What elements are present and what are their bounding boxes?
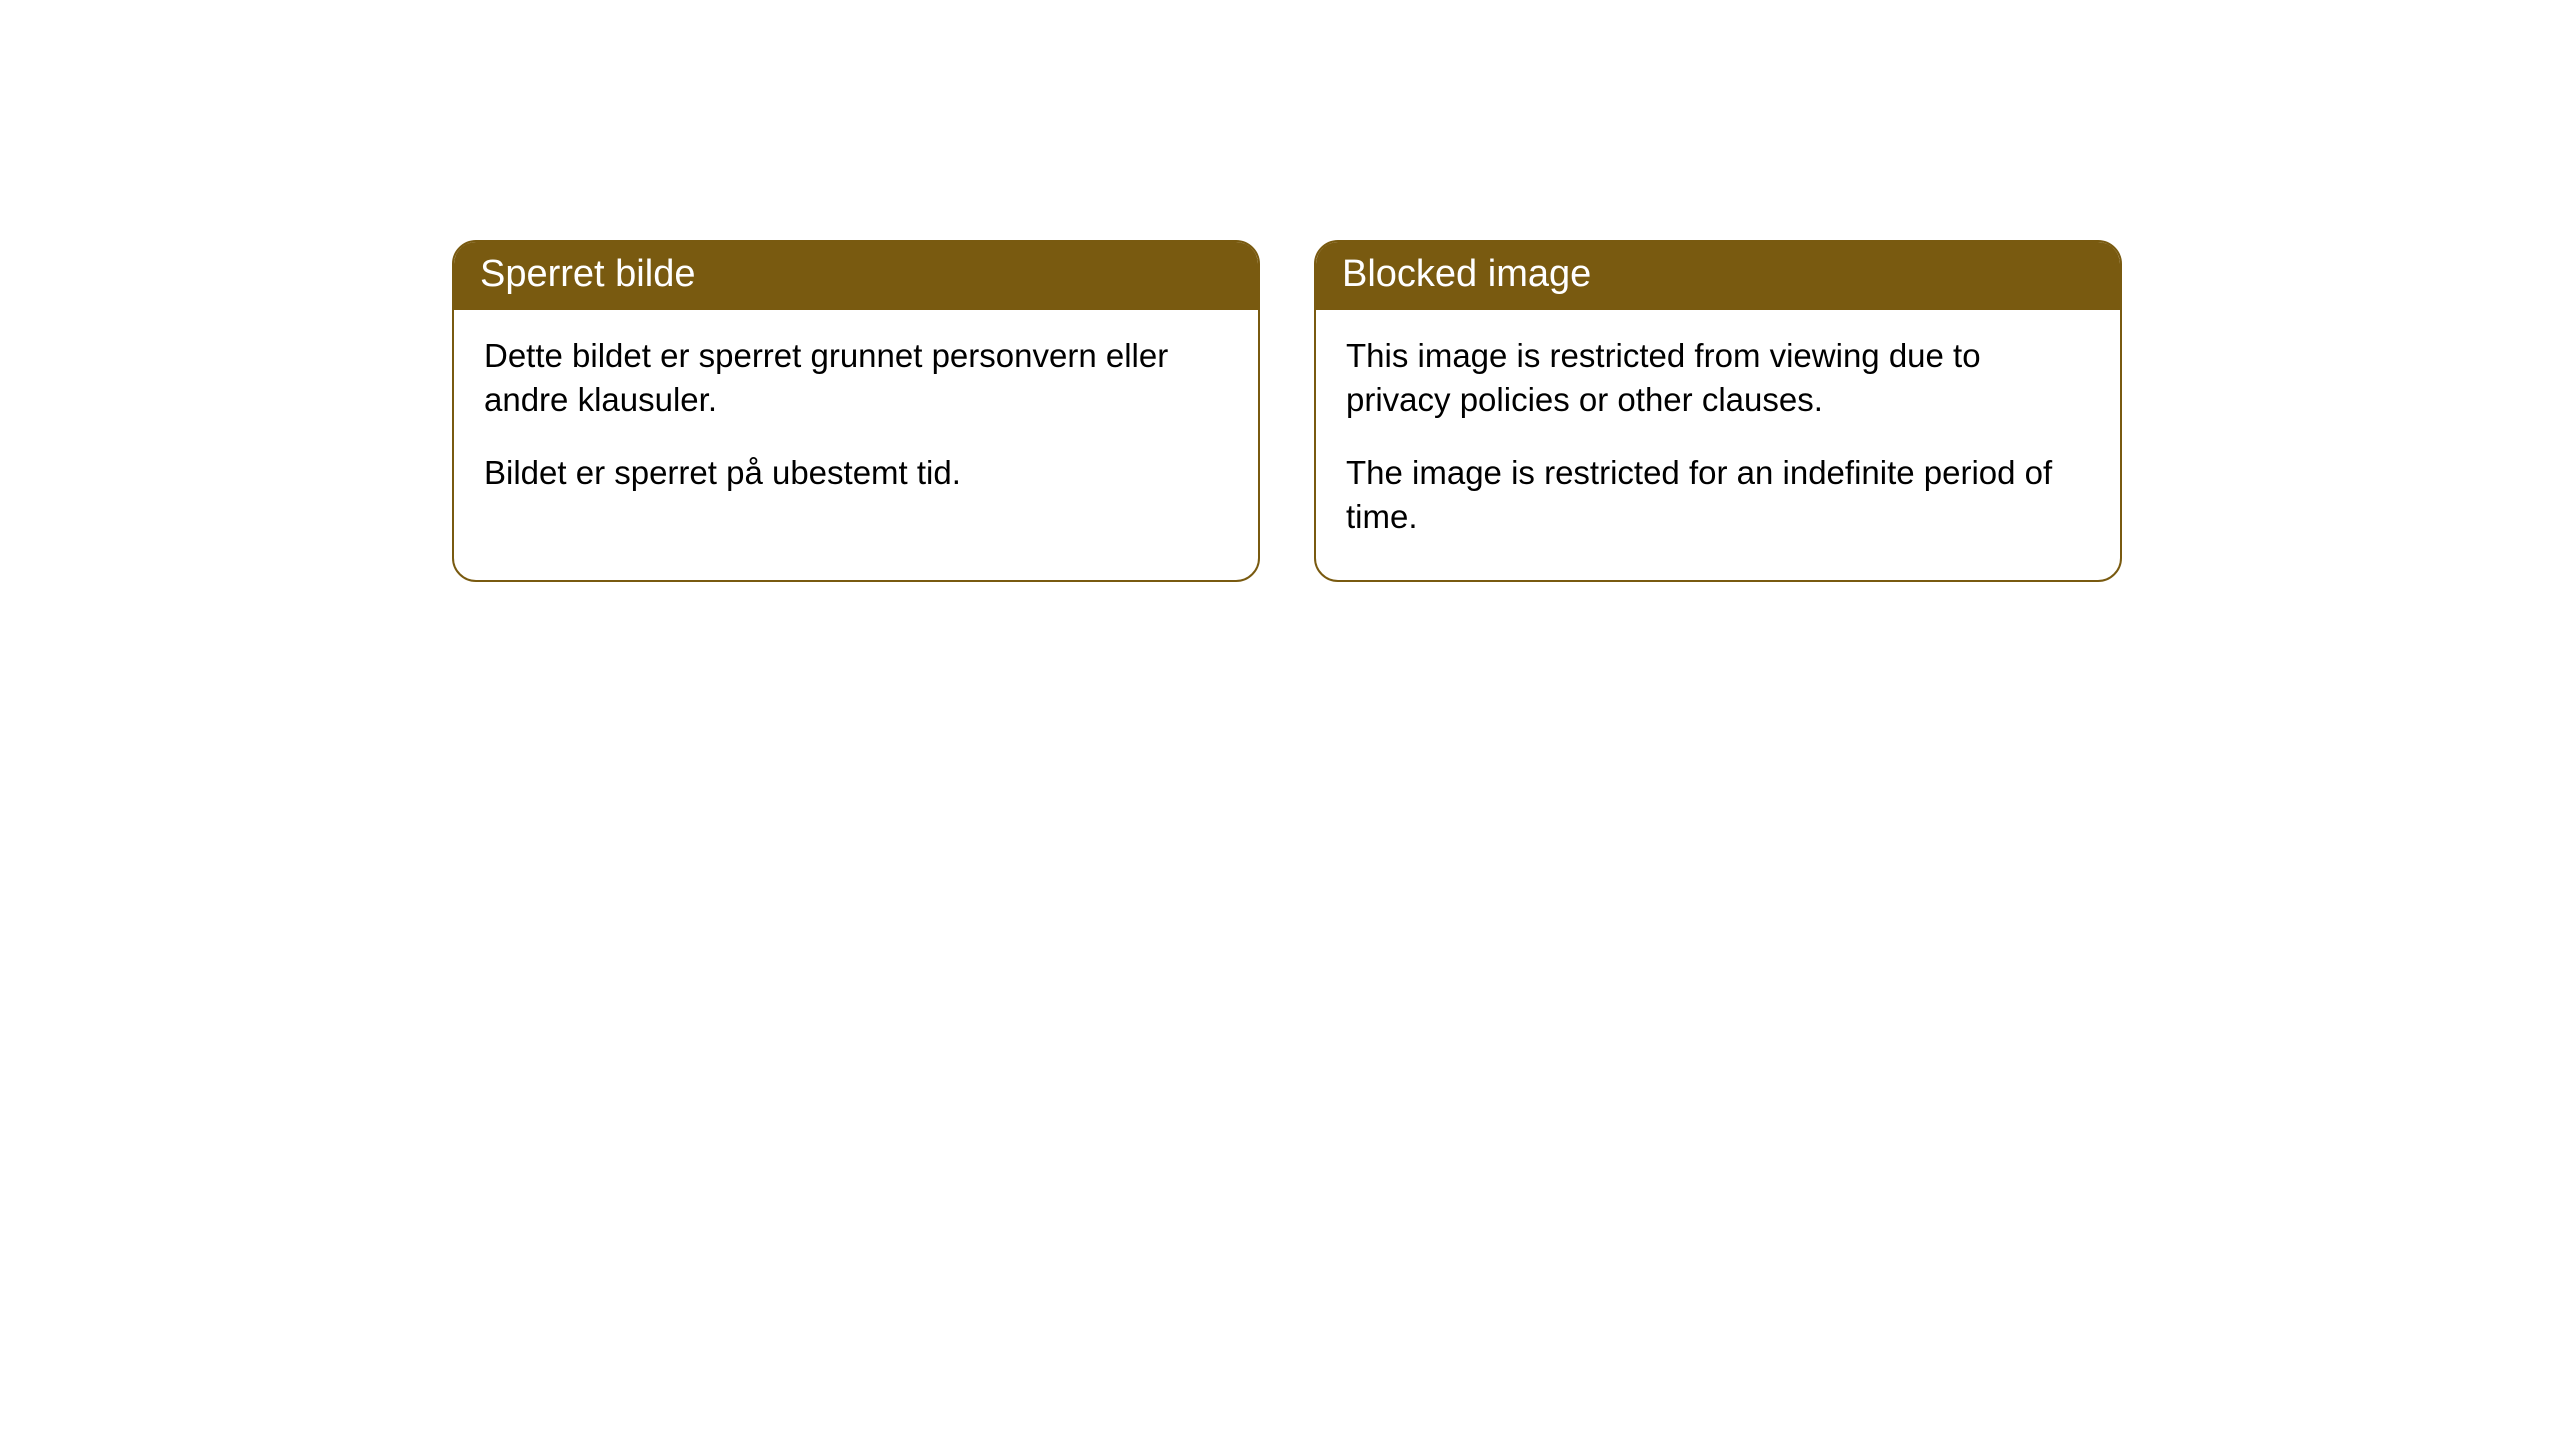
blocked-image-card-norwegian: Sperret bilde Dette bildet er sperret gr…: [452, 240, 1260, 582]
cards-container: Sperret bilde Dette bildet er sperret gr…: [452, 240, 2560, 582]
card-body: This image is restricted from viewing du…: [1316, 310, 2120, 580]
card-body: Dette bildet er sperret grunnet personve…: [454, 310, 1258, 536]
card-header: Blocked image: [1316, 242, 2120, 310]
card-text-line-1: This image is restricted from viewing du…: [1346, 334, 2090, 423]
blocked-image-card-english: Blocked image This image is restricted f…: [1314, 240, 2122, 582]
card-text-line-1: Dette bildet er sperret grunnet personve…: [484, 334, 1228, 423]
card-text-line-2: Bildet er sperret på ubestemt tid.: [484, 451, 1228, 496]
card-header: Sperret bilde: [454, 242, 1258, 310]
card-text-line-2: The image is restricted for an indefinit…: [1346, 451, 2090, 540]
